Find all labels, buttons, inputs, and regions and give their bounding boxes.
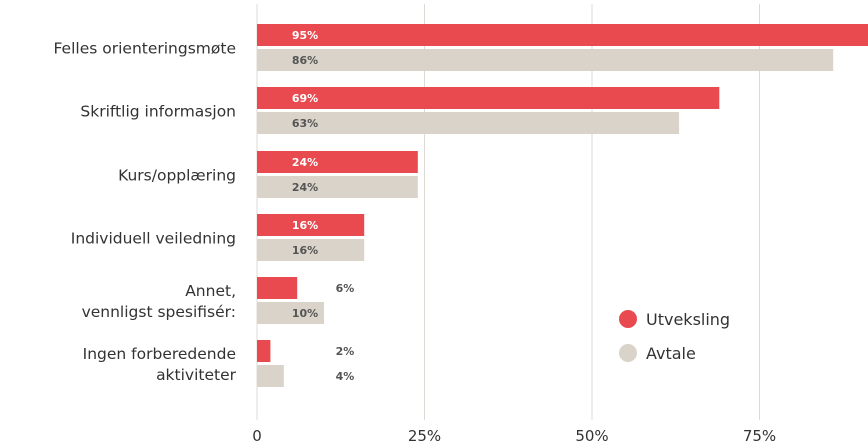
data-label: 86% [292,54,318,67]
data-label: 63% [292,117,318,130]
data-label: 95% [292,29,318,42]
bar-avtale [257,239,365,261]
legend-marker [619,344,637,362]
category-label: Annet, vennligst spesifisér: [82,282,236,321]
legend-label: Avtale [646,344,696,363]
category-label: Ingen forberedende aktiviteter [83,345,237,384]
data-label: 24% [292,156,318,169]
bar-utveksling [257,87,720,109]
bar-avtale [257,112,680,134]
category-label: Felles orienteringsmøte [53,40,236,58]
x-tick-label: 50% [575,427,608,445]
bar-utveksling [257,151,418,173]
bar-avtale [257,365,284,387]
category-label: Kurs/opplæring [118,167,236,185]
x-axis-ticks: 0 25% 50% 75% [252,427,776,445]
category-label-line: Skriftlig informasjon [80,103,236,121]
bar-avtale [257,176,418,198]
bar-avtale [257,302,324,324]
bar-utveksling [257,214,365,236]
data-label: 6% [336,282,355,295]
x-tick-label: 75% [743,427,776,445]
legend: Utveksling Avtale [619,310,730,363]
category-labels: Felles orienteringsmøte Skriftlig informa… [53,40,236,385]
data-label: 4% [336,370,355,383]
data-label: 2% [336,345,355,358]
bar-avtale [257,49,834,71]
category-label-line: Ingen forberedende [83,345,236,363]
category-label: Skriftlig informasjon [80,103,236,121]
data-label: 24% [292,181,318,194]
category-label-line: Felles orienteringsmøte [53,40,236,58]
legend-marker [619,310,637,328]
category-label-line: Individuell veiledning [71,230,236,248]
bar-utveksling [257,277,298,299]
bar-utveksling [257,340,271,362]
category-label-line: Annet, [185,282,236,300]
bar-utveksling [257,24,868,46]
data-label: 16% [292,219,318,232]
category-label-line: vennligst spesifisér: [82,303,236,321]
category-label-line: aktiviteter [156,366,237,384]
x-tick-label: 25% [408,427,441,445]
category-label-line: Kurs/opplæring [118,167,236,185]
bars-group: 95% 69% 24% 16% 6% 2% 86% 63% 24% 16% 10% 4% [257,24,868,387]
category-label: Individuell veiledning [71,230,236,248]
data-label: 10% [292,307,318,320]
data-label: 16% [292,244,318,257]
x-tick-label: 0 [252,427,262,445]
data-label: 69% [292,92,318,105]
legend-label: Utveksling [646,310,730,329]
